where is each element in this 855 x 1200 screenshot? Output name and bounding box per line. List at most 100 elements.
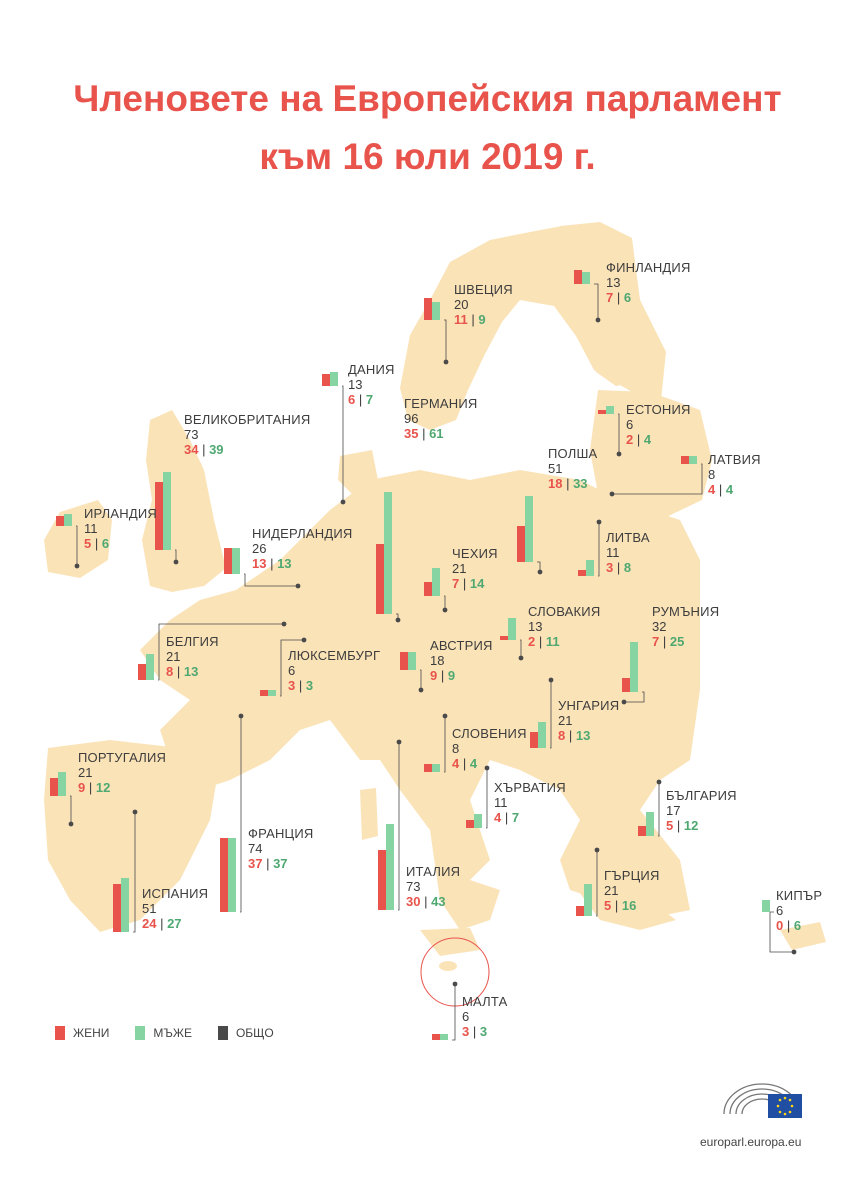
leader-line-austria xyxy=(420,669,422,690)
european-parliament-logo xyxy=(723,1083,802,1118)
women-count: 11 xyxy=(454,312,468,327)
country-total: 73 xyxy=(406,879,421,894)
men-count: 6 xyxy=(793,918,802,933)
bar-men-hungary xyxy=(538,722,546,748)
men-count: 11 xyxy=(545,634,560,649)
bar-men-netherlands xyxy=(232,548,240,574)
country-split: 8 | 13 xyxy=(166,664,219,679)
split-separator: | xyxy=(295,678,306,693)
split-separator: | xyxy=(262,856,274,871)
country-total: 21 xyxy=(166,649,181,664)
country-label-estonia: ЕСТОНИЯ 6 2 | 4 xyxy=(626,402,691,447)
men-count: 4 xyxy=(725,482,734,497)
country-total: 73 xyxy=(184,427,199,442)
women-count: 8 xyxy=(558,728,566,743)
location-dot-latvia xyxy=(609,491,615,497)
footer-url[interactable]: europarl.europa.eu xyxy=(700,1135,802,1149)
country-name: ВЕЛИКОБРИТАНИЯ xyxy=(184,412,311,427)
split-separator: | xyxy=(611,898,622,913)
leader-line-greece xyxy=(596,850,598,917)
location-dot-lithuania xyxy=(596,519,602,525)
bar-women-sweden xyxy=(424,298,432,320)
bar-men-france xyxy=(228,838,236,912)
location-dot-estonia xyxy=(616,451,622,457)
country-name: СЛОВАКИЯ xyxy=(528,604,601,619)
women-count: 0 xyxy=(776,918,784,933)
women-count: 4 xyxy=(708,482,716,497)
legend-label-men: МЪЖЕ xyxy=(153,1026,192,1040)
location-dot-hungary xyxy=(548,677,554,683)
bar-men-malta xyxy=(440,1034,448,1040)
country-split: 35 | 61 xyxy=(404,426,477,441)
bar-women-czechia xyxy=(424,582,432,596)
bar-women-austria xyxy=(400,652,408,670)
country-label-sweden: ШВЕЦИЯ 20 11 | 9 xyxy=(454,282,513,327)
country-name: ИТАЛИЯ xyxy=(406,864,461,879)
bar-men-romania xyxy=(630,642,638,692)
country-label-cyprus: КИПЪР 6 0 | 6 xyxy=(776,888,822,933)
country-name: УНГАРИЯ xyxy=(558,698,620,713)
women-count: 4 xyxy=(494,810,502,825)
country-name: ИСПАНИЯ xyxy=(142,886,209,901)
country-label-germany: ГЕРМАНИЯ 96 35 | 61 xyxy=(404,396,477,441)
bar-women-finland xyxy=(574,270,582,284)
split-separator: | xyxy=(266,556,278,571)
location-dot-ireland xyxy=(74,563,80,569)
men-count: 16 xyxy=(621,898,637,913)
country-name: ХЪРВАТИЯ xyxy=(494,780,566,795)
country-split: 24 | 27 xyxy=(142,916,208,931)
country-total: 21 xyxy=(78,765,93,780)
location-dot-czechia xyxy=(442,607,448,613)
country-split: 37 | 37 xyxy=(248,856,314,871)
leader-line-slovenia xyxy=(444,716,446,773)
split-separator: | xyxy=(633,432,644,447)
men-count: 7 xyxy=(365,392,374,407)
bar-men-lithuania xyxy=(586,560,594,576)
land-finland xyxy=(560,222,666,386)
location-dot-malta xyxy=(452,981,458,987)
women-count: 37 xyxy=(248,856,263,871)
location-dot-poland xyxy=(537,569,543,575)
location-dot-cyprus xyxy=(791,949,797,955)
bar-men-slovenia xyxy=(432,764,440,772)
country-label-denmark: ДАНИЯ 13 6 | 7 xyxy=(348,362,395,407)
men-count: 7 xyxy=(511,810,520,825)
split-separator: | xyxy=(613,290,624,305)
country-name: МАЛТА xyxy=(462,994,508,1009)
country-total: 17 xyxy=(666,803,681,818)
men-count: 3 xyxy=(479,1024,488,1039)
country-total: 6 xyxy=(776,903,784,918)
men-count: 43 xyxy=(431,894,446,909)
bar-women-netherlands xyxy=(224,548,232,574)
country-name: НИДЕРЛАНДИЯ xyxy=(252,526,353,541)
bar-women-belgium xyxy=(138,664,146,680)
women-count: 34 xyxy=(184,442,199,457)
leader-line-uk xyxy=(175,549,177,562)
country-label-poland: ПОЛША 51 18 | 33 xyxy=(548,446,597,491)
country-split: 2 | 4 xyxy=(626,432,691,447)
women-count: 3 xyxy=(288,678,296,693)
location-dot-luxembourg xyxy=(301,637,307,643)
country-split: 9 | 12 xyxy=(78,780,166,795)
location-dot-netherlands xyxy=(295,583,301,589)
country-label-belgium: БЕЛГИЯ 21 8 | 13 xyxy=(166,634,219,679)
split-separator: | xyxy=(501,810,512,825)
leader-line-hungary xyxy=(550,680,552,749)
location-dot-bulgaria xyxy=(656,779,662,785)
page-title-line-1: Членовете на Европейския парламент xyxy=(73,78,782,119)
land-mainland xyxy=(140,470,700,920)
split-separator: | xyxy=(420,894,432,909)
country-split: 3 | 3 xyxy=(288,678,380,693)
leader-line-netherlands xyxy=(244,573,298,587)
women-count: 18 xyxy=(548,476,563,491)
location-dot-greece xyxy=(594,847,600,853)
split-separator: | xyxy=(173,664,184,679)
country-total: 18 xyxy=(430,653,445,668)
country-split: 3 | 3 xyxy=(462,1024,508,1039)
bar-women-germany xyxy=(376,544,384,614)
men-count: 27 xyxy=(167,916,182,931)
country-name: ИРЛАНДИЯ xyxy=(84,506,158,521)
men-count: 33 xyxy=(573,476,588,491)
country-name: ФИНЛАНДИЯ xyxy=(606,260,691,275)
